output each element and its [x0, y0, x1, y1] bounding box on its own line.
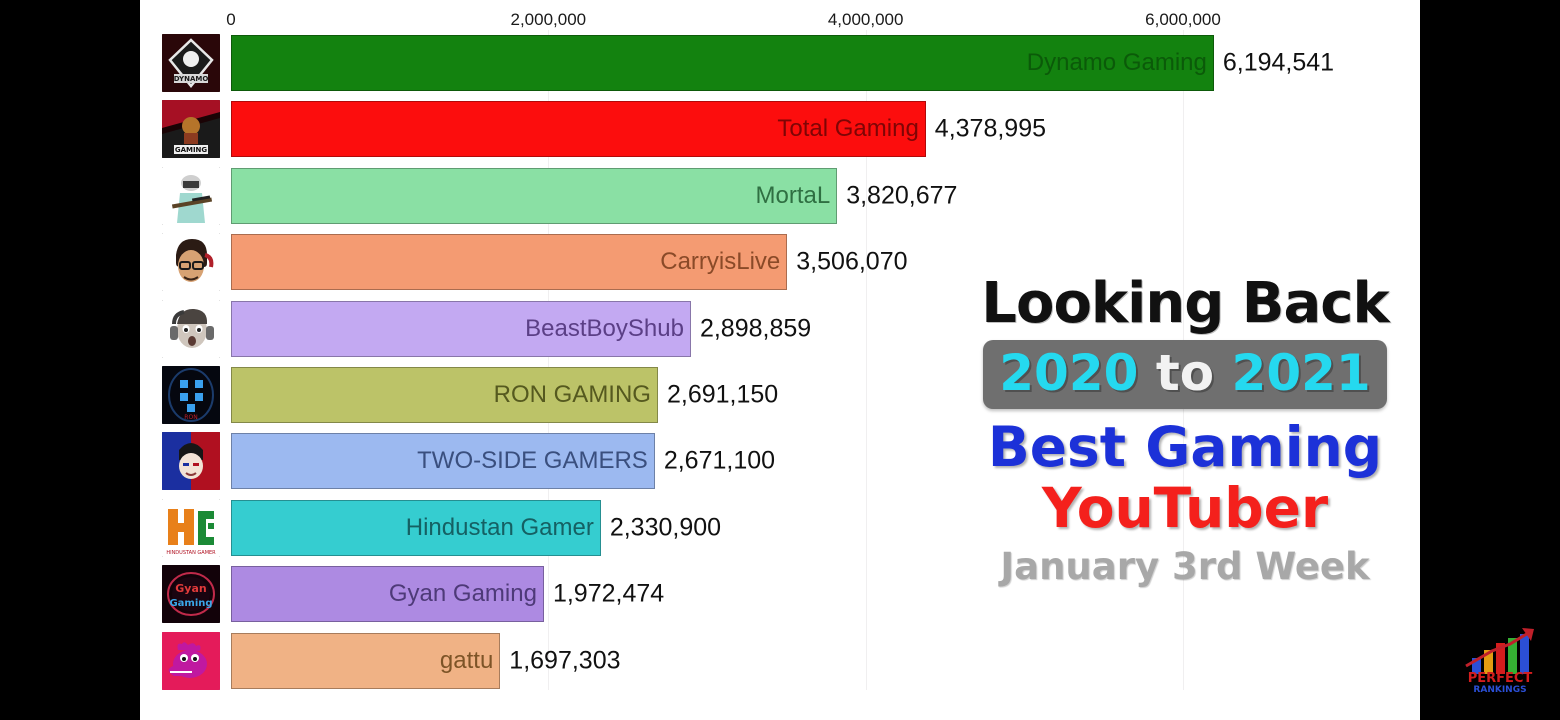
bar-chart-race: 0 2,000,000 4,000,000 6,000,000 DYNAMO Dynam… — [140, 0, 1420, 720]
bar-label: Gyan Gaming — [388, 580, 537, 608]
gridline — [548, 30, 550, 690]
gridline — [865, 30, 867, 690]
bar-label: gattu — [439, 646, 494, 674]
bar-value-label: 3,506,070 — [796, 247, 908, 276]
svg-text:RANKINGS: RANKINGS — [1473, 685, 1526, 695]
x-axis-tick-label: 0 — [226, 10, 236, 29]
perfect-rankings-watermark: PERFECT RANKINGS — [1452, 618, 1548, 696]
svg-text:GAMING: GAMING — [175, 146, 208, 154]
bar[interactable]: Hindustan Gamer — [231, 499, 601, 556]
bar-label: BeastBoyShub — [525, 314, 684, 342]
bar-row: BeastBoyShub 2,898,859 — [140, 299, 1420, 359]
bar-value-label: 2,671,100 — [663, 446, 776, 475]
letterbox-right — [1420, 0, 1560, 720]
bar-row: gattu 1,697,303 — [140, 631, 1420, 691]
carryislive-avatar — [162, 233, 220, 292]
bar-row: HINDUSTAN GAMER Hindustan Gamer 2,330,900 — [140, 498, 1420, 558]
bar-value-label: 6,194,541 — [1222, 48, 1335, 77]
letterbox-left — [0, 0, 140, 720]
bar-row: MortaL 3,820,677 — [140, 166, 1420, 226]
bar-label: Dynamo Gaming — [1026, 49, 1207, 76]
total-gaming-avatar: GAMING — [162, 100, 220, 159]
bar-label: TWO-SIDE GAMERS — [417, 447, 648, 475]
bar-value-label: 1,972,474 — [552, 579, 665, 608]
bar[interactable]: Dynamo Gaming — [231, 35, 1214, 91]
gyan-gaming-avatar: Gyan Gaming — [162, 565, 220, 624]
bar[interactable]: Total Gaming — [231, 101, 926, 158]
bar-row: RON RON GAMING 2,691,150 — [140, 365, 1420, 425]
bar[interactable]: TWO-SIDE GAMERS — [231, 433, 655, 490]
bar[interactable]: MortaL — [231, 167, 838, 224]
ron-gaming-avatar: RON — [162, 366, 220, 424]
x-axis-tick-label: 6,000,000 — [1145, 10, 1221, 29]
bar-value-label: 4,378,995 — [934, 114, 1047, 143]
gattu-avatar — [162, 631, 220, 690]
bar-label: Hindustan Gamer — [405, 513, 594, 541]
watermark-logo-icon: PERFECT RANKINGS — [1452, 618, 1548, 696]
svg-text:HINDUSTAN GAMER: HINDUSTAN GAMER — [166, 550, 216, 556]
gridline — [231, 30, 232, 690]
bar-row: DYNAMO Dynamo Gaming 6,194,541 — [140, 33, 1420, 93]
x-axis-tick-label: 2,000,000 — [510, 10, 587, 29]
mortal-avatar — [162, 166, 220, 225]
bar[interactable]: Gyan Gaming — [231, 566, 544, 623]
bar-row: Gyan Gaming Gyan Gaming 1,972,474 — [140, 564, 1420, 624]
bar-value-label: 3,820,677 — [846, 181, 958, 210]
svg-text:DYNAMO: DYNAMO — [174, 75, 209, 83]
bar-label: RON GAMING — [493, 381, 651, 408]
bar-row: GAMING Total Gaming 4,378,995 — [140, 99, 1420, 159]
svg-text:Gaming: Gaming — [169, 598, 212, 609]
bar[interactable]: gattu — [231, 632, 501, 689]
bar-label: Total Gaming — [777, 115, 919, 143]
svg-text:PERFECT: PERFECT — [1468, 671, 1533, 686]
beastboyshub-avatar — [162, 299, 220, 358]
x-axis-tick-label: 4,000,000 — [827, 10, 904, 29]
hindustan-gamer-avatar: HINDUSTAN GAMER — [162, 498, 220, 557]
dynamo-gaming-avatar: DYNAMO — [162, 34, 220, 92]
video-frame: 0 2,000,000 4,000,000 6,000,000 DYNAMO Dynam… — [140, 0, 1420, 720]
bar[interactable]: RON GAMING — [231, 367, 658, 423]
bar[interactable]: CarryisLive — [231, 234, 788, 291]
bar-row: CarryisLive 3,506,070 — [140, 232, 1420, 292]
bar[interactable]: BeastBoyShub — [231, 300, 691, 357]
svg-text:RON: RON — [184, 414, 197, 421]
bar-label: MortaL — [755, 181, 831, 209]
two-side-gamers-avatar — [162, 432, 220, 491]
bar-value-label: 2,691,150 — [666, 380, 779, 409]
bar-value-label: 1,697,303 — [509, 646, 621, 675]
bar-value-label: 2,898,859 — [699, 314, 812, 343]
svg-text:Gyan: Gyan — [175, 582, 206, 595]
bar-row: TWO-SIDE GAMERS 2,671,100 — [140, 431, 1420, 491]
bar-value-label: 2,330,900 — [609, 513, 722, 542]
bar-label: CarryisLive — [660, 248, 781, 276]
